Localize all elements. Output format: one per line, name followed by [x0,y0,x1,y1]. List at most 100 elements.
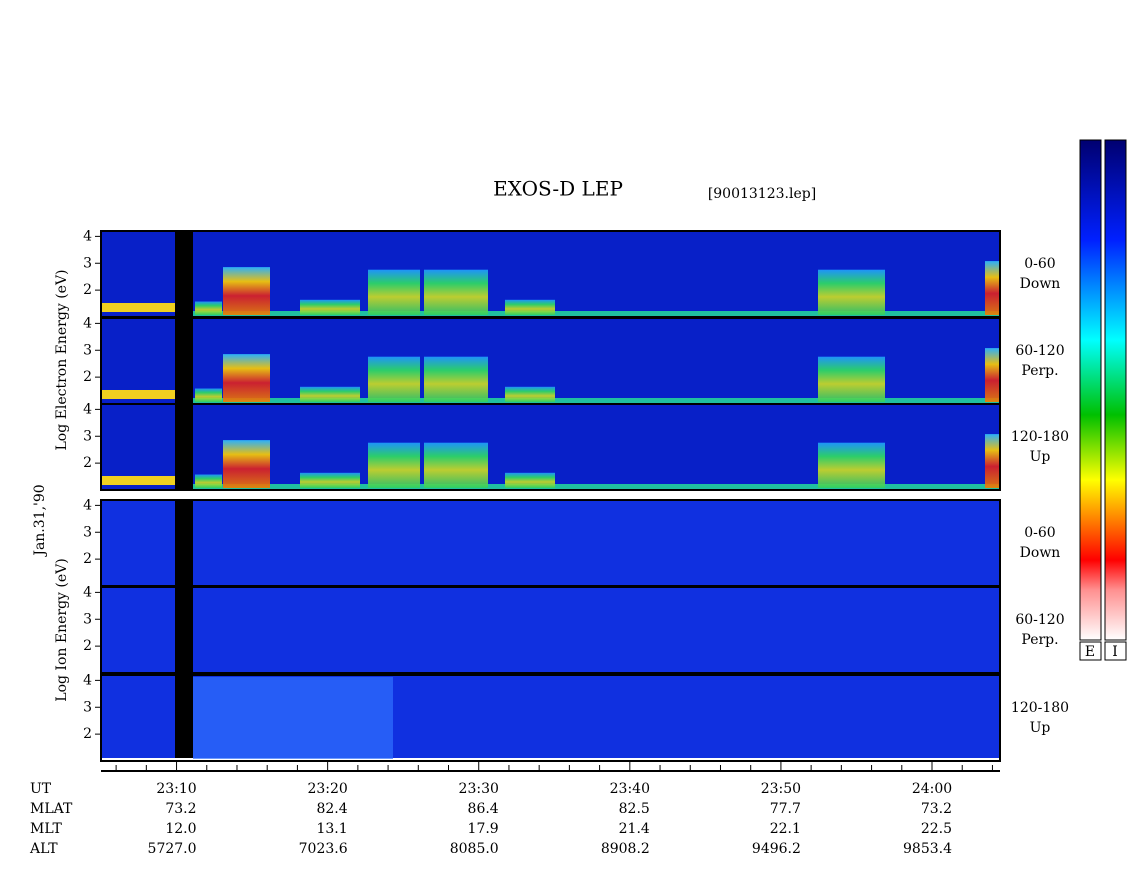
feature [505,386,555,402]
feature [300,472,360,488]
y-tick-label: 4 [83,315,92,331]
y-tick-label: 4 [83,497,92,513]
y-tick-label: 3 [83,524,92,540]
y-tick-label: 2 [83,455,92,471]
y-tick-label: 4 [83,584,92,600]
row-value: 9496.2 [752,841,801,857]
panel-frame [100,586,1001,674]
y-tick-label: 3 [83,611,92,627]
angle-dir: Up [1030,449,1051,465]
y-tick-label: 2 [83,282,92,298]
feature [223,354,270,402]
y-tick-label: 2 [83,638,92,654]
y-tick-label: 4 [83,228,92,244]
y-axis-label: Log Ion Energy (eV) [54,558,70,701]
colorbar-label: I [1112,644,1118,660]
colorbar-box [1079,641,1102,661]
feature [424,356,488,402]
feature [424,442,488,488]
angle-range: 0-60 [1024,256,1055,272]
feature [985,434,1000,488]
feature [505,299,555,315]
y-tick-label: 2 [83,551,92,567]
feature [195,474,222,488]
row-value: 9853.4 [903,841,952,857]
row-name: UT [30,781,52,797]
y-tick-label: 2 [83,726,92,742]
band [193,484,1000,489]
y-axis-label: Log Electron Energy (eV) [54,269,70,450]
feature [424,269,488,315]
y-tick-label: 3 [83,428,92,444]
feature [300,299,360,315]
row-value: 12.0 [165,821,196,837]
row-value: 82.5 [619,801,650,817]
band [101,476,176,485]
band [101,303,176,312]
feature [223,267,270,315]
x-tick-label: 24:00 [912,781,952,797]
row-name: MLAT [30,801,73,817]
x-tick-label: 23:10 [156,781,196,797]
row-value: 82.4 [316,801,347,817]
angle-range: 0-60 [1024,525,1055,541]
feature [985,348,1000,402]
feature [368,442,420,488]
colorbar-label: E [1085,644,1095,660]
panel-frame [100,674,1001,762]
row-value: 5727.0 [148,841,197,857]
row-value: 13.1 [316,821,347,837]
y-tick-label: 3 [83,255,92,271]
x-tick-label: 23:40 [610,781,650,797]
x-tick-label: 23:50 [761,781,801,797]
row-value: 77.7 [770,801,801,817]
feature [223,440,270,488]
feature [193,677,393,759]
row-value: 8908.2 [601,841,650,857]
band [193,311,1000,316]
file-label: [90013123.lep] [708,186,816,202]
y-tick-label: 3 [83,342,92,358]
feature [505,472,555,488]
angle-dir: Perp. [1021,632,1058,648]
feature [818,442,885,488]
y-tick-label: 2 [83,369,92,385]
panel-frame [100,403,1001,491]
row-value: 73.2 [165,801,196,817]
row-value: 22.1 [770,821,801,837]
colorbar [1104,139,1127,641]
feature [195,301,222,315]
angle-dir: Perp. [1021,363,1058,379]
row-value: 22.5 [921,821,952,837]
angle-range: 60-120 [1015,343,1064,359]
feature [818,269,885,315]
feature [368,356,420,402]
row-value: 17.9 [468,821,499,837]
title: EXOS-D LEP [493,177,623,201]
feature [300,386,360,402]
data-gap [175,231,193,489]
colorbar-box [1104,641,1127,661]
x-tick-label: 23:20 [307,781,347,797]
band [101,390,176,399]
feature [818,356,885,402]
angle-dir: Down [1020,545,1061,561]
angle-dir: Down [1020,276,1061,292]
y-tick-label: 3 [83,699,92,715]
feature [195,388,222,402]
x-tick-label: 23:30 [459,781,499,797]
row-value: 73.2 [921,801,952,817]
data-gap [175,500,193,758]
angle-range: 120-180 [1011,429,1069,445]
row-value: 7023.6 [299,841,348,857]
angle-range: 60-120 [1015,612,1064,628]
y-tick-label: 4 [83,672,92,688]
angle-dir: Up [1030,720,1051,736]
row-name: ALT [29,841,58,857]
y-tick-label: 4 [83,401,92,417]
feature [985,261,1000,315]
row-value: 86.4 [468,801,499,817]
row-value: 8085.0 [450,841,499,857]
date-label: Jan.31,'90 [32,484,48,557]
